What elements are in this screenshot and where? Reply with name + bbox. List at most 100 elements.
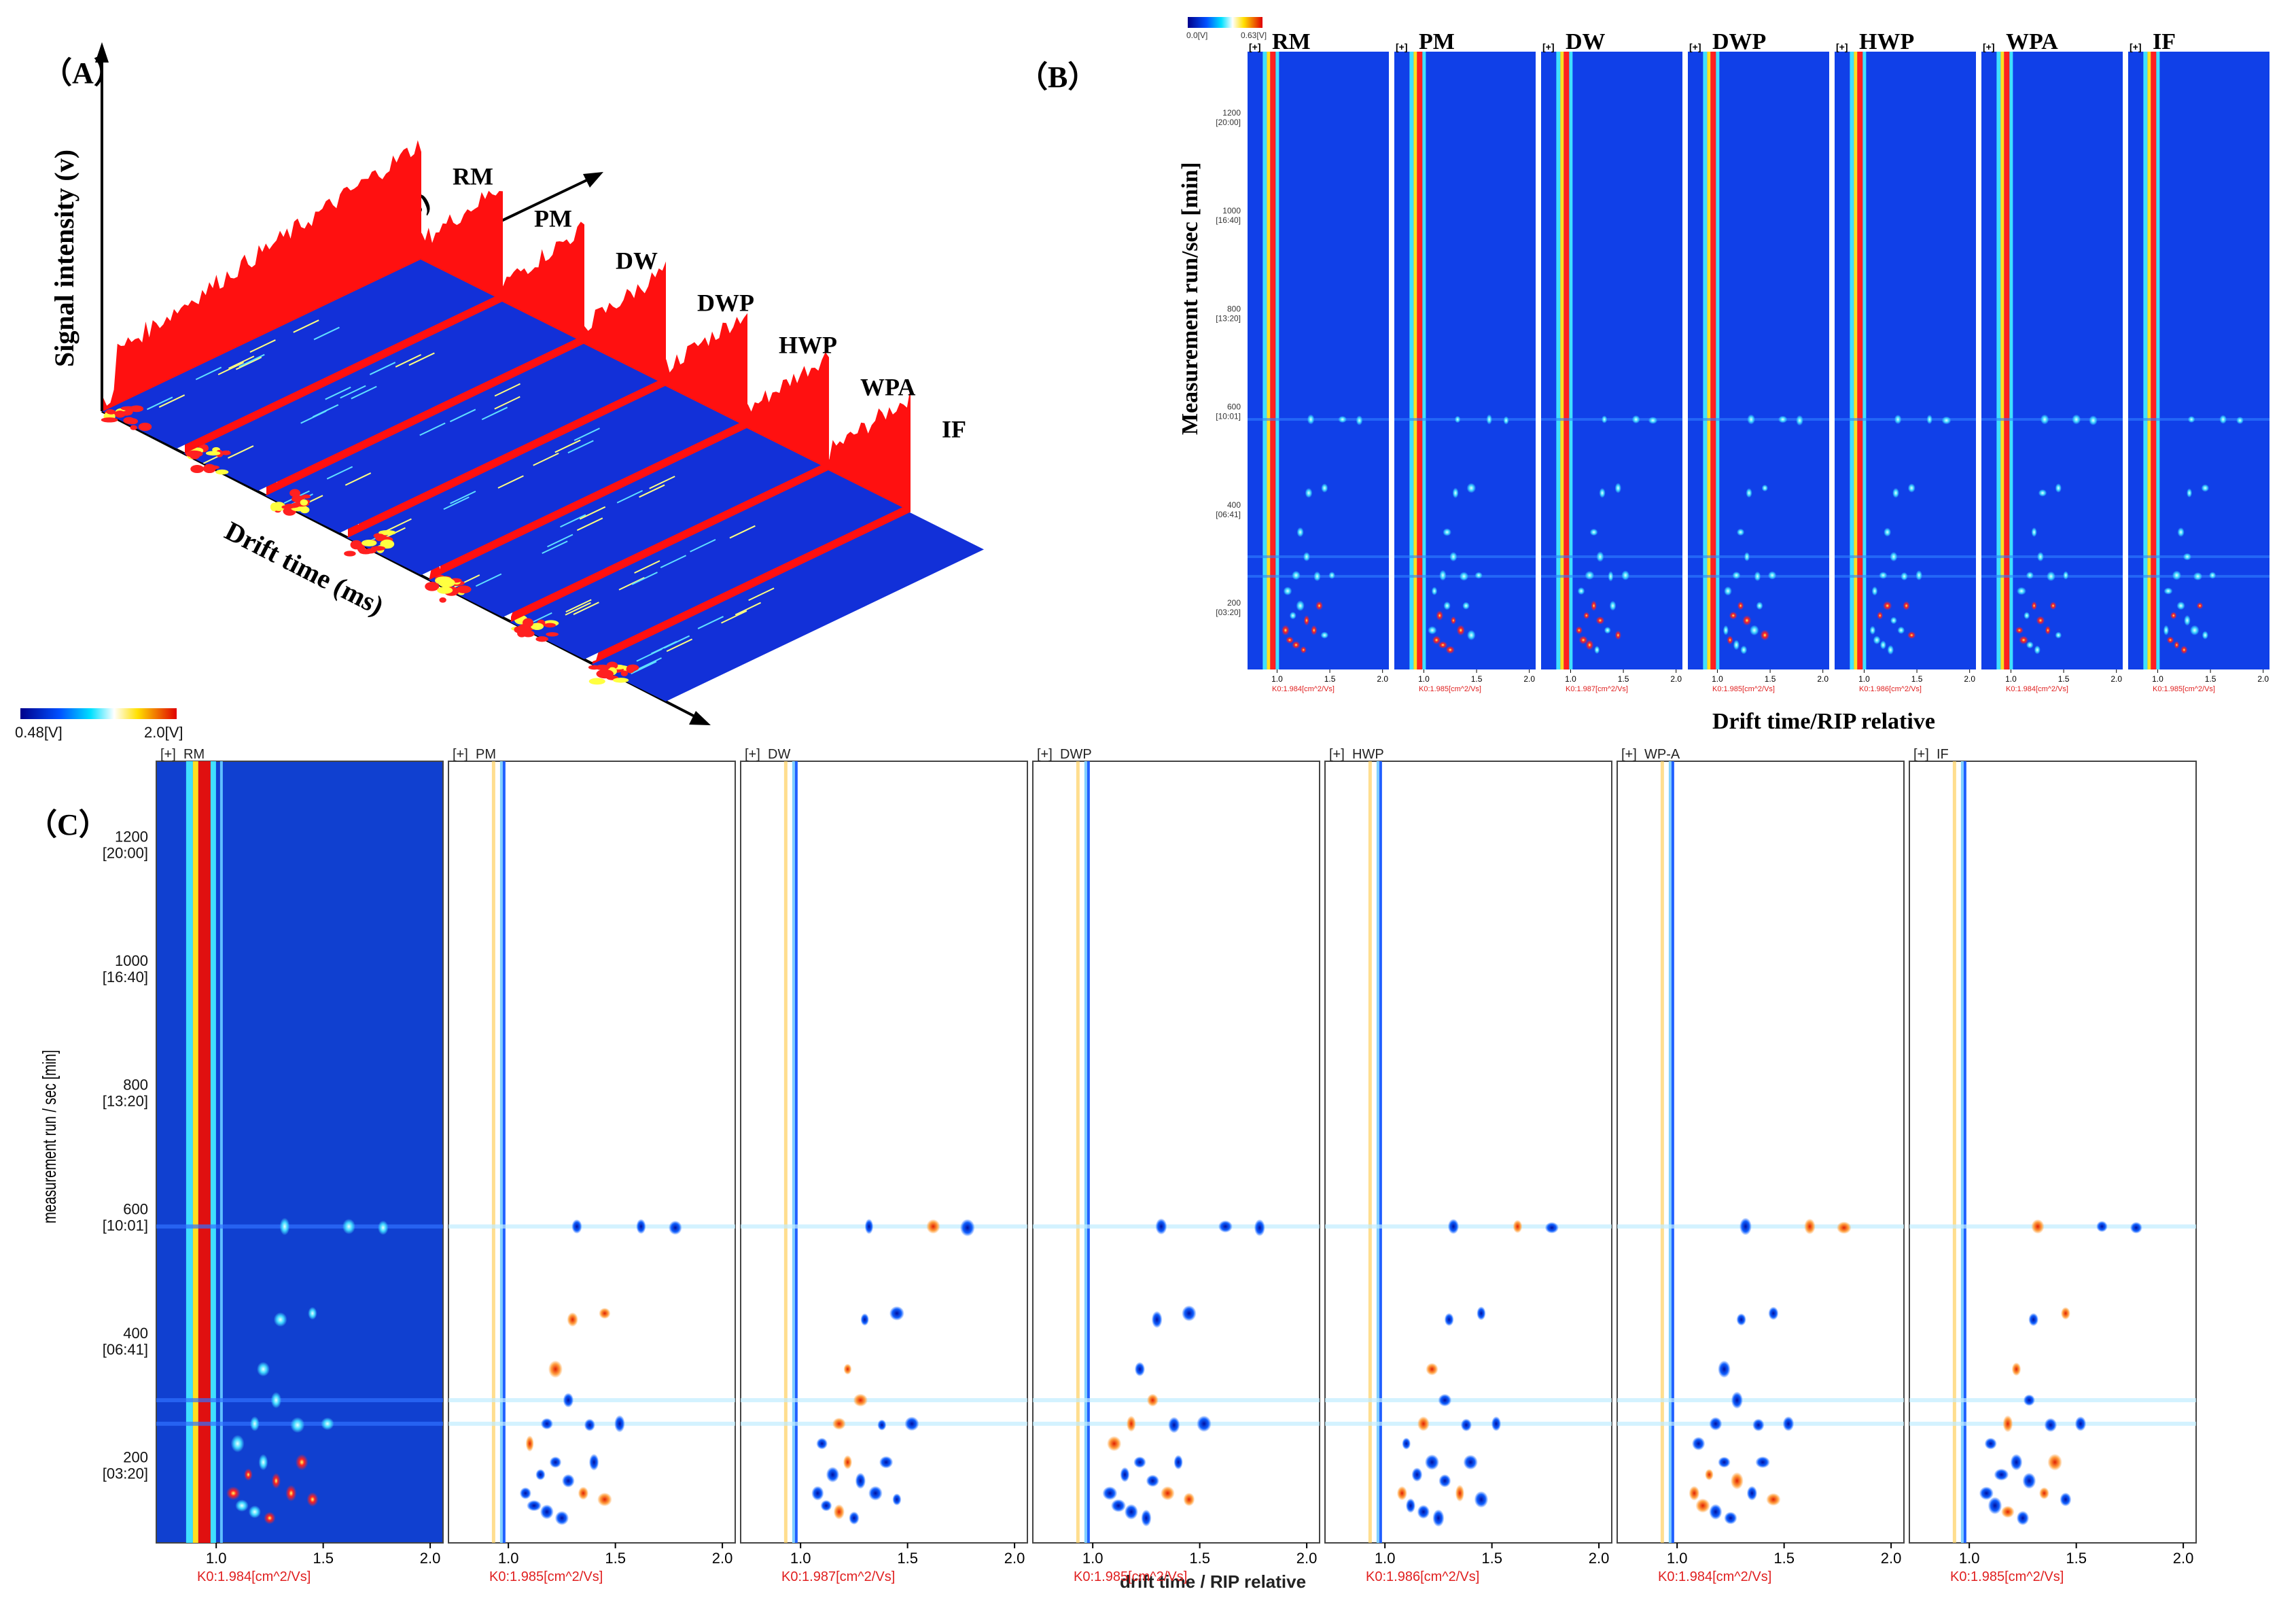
heatmap-spot xyxy=(1313,571,1321,582)
heatmap-spot xyxy=(1438,641,1448,649)
panel-c-background xyxy=(1032,761,1320,1544)
heatmap-spot xyxy=(1431,587,1438,595)
heatmap-spot xyxy=(1124,1503,1138,1520)
floor-streak xyxy=(313,326,340,341)
panel-a-ylabel: Signal intensity (v) xyxy=(49,150,80,367)
heatmap-spot xyxy=(1760,629,1770,641)
heatmap-spot xyxy=(1583,612,1590,619)
heatmap-spot xyxy=(1578,635,1588,644)
heatmap-spot xyxy=(1604,627,1611,634)
heatmap-spot xyxy=(1766,1493,1781,1506)
heatmap-spot xyxy=(1907,631,1916,639)
floor-streak xyxy=(649,475,675,489)
panel-b-y-tick-sub: [03:20] xyxy=(1216,608,1241,617)
panel-c-x-tick-label: 1.5 xyxy=(1481,1550,1502,1567)
panel-c-header-marker: [+] xyxy=(1037,747,1053,762)
horizontal-band xyxy=(1541,555,1682,559)
panel-b-x-tick-label: 1.5 xyxy=(1324,674,1336,684)
panel-c-header-marker: [+] xyxy=(745,747,760,762)
heatmap-spot xyxy=(1328,572,1335,579)
heatmap-spot xyxy=(578,1486,589,1500)
heatmap-spot xyxy=(1689,1486,1700,1501)
panel-b-label: （B） xyxy=(1018,60,1097,94)
panel-a-sample-label: PM xyxy=(534,205,572,232)
heatmap-spot xyxy=(279,1217,290,1236)
floor-hotspot xyxy=(190,465,205,474)
floor-streak xyxy=(565,602,591,616)
heatmap-spot xyxy=(1879,572,1888,579)
heatmap-spot xyxy=(1782,1416,1795,1431)
panel-b-subplot-DWP: [+] DWP 1.0 1.5 2.0 K0:1.985[cm^2/Vs] xyxy=(1688,29,1829,693)
rip-band-yellow xyxy=(2147,52,2151,669)
panel-b-subplot-HWP: [+] HWP 1.0 1.5 2.0 K0:1.986[cm^2/Vs] xyxy=(1835,29,1976,693)
panel-b-x-tick-label: 1.5 xyxy=(1765,674,1776,684)
floor-streak xyxy=(481,406,508,421)
heatmap-spot xyxy=(1608,571,1614,582)
heatmap-spot xyxy=(1729,611,1737,620)
panel-b-y-tick-label: 400 xyxy=(1227,500,1241,510)
rip-band-cyan xyxy=(1556,52,1561,669)
heatmap-spot xyxy=(889,1306,904,1321)
floor-streak xyxy=(494,396,520,410)
panel-b-x-tick-label: 2.0 xyxy=(1964,674,1975,684)
floor-hotspot xyxy=(215,469,229,475)
heatmap-spot xyxy=(1303,552,1310,561)
floor-streak xyxy=(345,472,372,486)
heatmap-spot xyxy=(1417,1505,1430,1519)
panel-c-header-marker: [+] xyxy=(1913,747,1929,762)
horizontal-band xyxy=(1688,418,1829,421)
heatmap-spot xyxy=(855,1472,866,1489)
panel-b-header-marker: [+] xyxy=(2130,41,2142,52)
horizontal-band xyxy=(448,1398,735,1403)
heatmap-spot xyxy=(1577,587,1585,595)
panel-c-k0-label: K0:1.985[cm^2/Vs] xyxy=(489,1569,603,1584)
horizontal-band xyxy=(1835,555,1976,559)
panel-c-sample-label: HWP xyxy=(1352,747,1384,762)
heatmap-spot xyxy=(1477,1306,1486,1321)
panel-b-y-tick-sub: [20:00] xyxy=(1216,118,1241,127)
horizontal-band xyxy=(2128,555,2269,559)
floor-streak xyxy=(494,383,520,397)
panel-c-y-tick-label: 400 xyxy=(123,1325,148,1342)
panel-c-x-tick-label: 2.0 xyxy=(712,1550,733,1567)
heatmap-spot xyxy=(1289,612,1296,620)
panel-b-k0-label: K0:1.987[cm^2/Vs] xyxy=(1566,685,1628,693)
heatmap-spot xyxy=(1724,586,1732,596)
floor-hotspot xyxy=(439,597,446,603)
panel-b-header-bg xyxy=(1248,43,1389,52)
floor-streak xyxy=(631,572,658,585)
rip-band-red xyxy=(2151,52,2157,669)
heatmap-spot xyxy=(1439,570,1447,581)
heatmap-spot xyxy=(636,1219,646,1234)
floor-streak xyxy=(635,657,662,671)
heatmap-spot xyxy=(230,1435,245,1452)
panel-b-k0-label: K0:1.984[cm^2/Vs] xyxy=(1272,685,1335,693)
heatmap-spot xyxy=(1768,571,1777,580)
heatmap-spot xyxy=(1614,630,1621,640)
panel-c-x-tick-label: 2.0 xyxy=(1589,1550,1610,1567)
heatmap-spot xyxy=(2174,641,2180,649)
heatmap-spot xyxy=(256,1361,270,1377)
heatmap-spot xyxy=(306,1492,319,1507)
horizontal-band xyxy=(1394,418,1536,421)
floor-streak xyxy=(395,354,422,368)
rip-band-red xyxy=(1270,52,1276,669)
heatmap-spot xyxy=(2002,1415,2013,1433)
horizontal-band xyxy=(1981,555,2123,559)
ribbon-floor-WPA xyxy=(510,470,902,659)
panel-b-ylabel: Measurement run/sec [min] xyxy=(1178,162,1203,435)
floor-streak xyxy=(748,587,775,602)
heatmap-spot xyxy=(1869,625,1876,635)
heatmap-spot xyxy=(1754,571,1761,582)
floor-streak xyxy=(690,538,716,553)
heatmap-spot xyxy=(1740,645,1748,655)
floor-hotspot xyxy=(221,450,231,455)
heatmap-spot xyxy=(1151,1310,1163,1329)
ribbon-floor-HWP xyxy=(428,428,821,617)
floor-hotspot xyxy=(522,630,535,638)
heatmap-spot xyxy=(1110,1499,1126,1512)
heatmap-spot xyxy=(527,1500,542,1512)
panel-c-y-tick-label: 1200 xyxy=(115,829,148,846)
heatmap-spot xyxy=(868,1486,883,1501)
panel-b-y-tick-label: 1000 xyxy=(1222,206,1241,215)
